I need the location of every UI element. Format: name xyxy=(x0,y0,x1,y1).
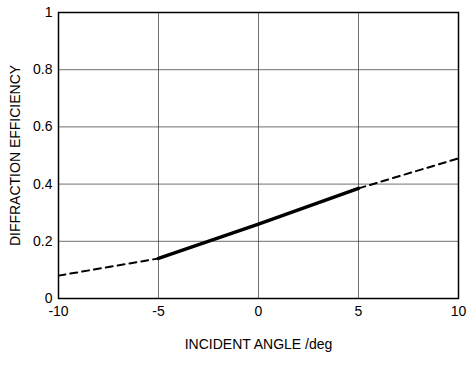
svg-text:INCIDENT ANGLE /deg: INCIDENT ANGLE /deg xyxy=(185,336,333,352)
svg-text:DIFFRACTION EFFICIENCY: DIFFRACTION EFFICIENCY xyxy=(7,64,23,246)
svg-text:-10: -10 xyxy=(48,303,68,319)
svg-text:0: 0 xyxy=(44,290,53,306)
svg-text:1: 1 xyxy=(45,4,53,20)
svg-text:0: 0 xyxy=(255,303,263,319)
svg-text:0.8: 0.8 xyxy=(33,61,53,77)
svg-text:5: 5 xyxy=(355,303,363,319)
svg-text:0.6: 0.6 xyxy=(33,118,53,134)
svg-text:-5: -5 xyxy=(152,303,165,319)
svg-text:0.2: 0.2 xyxy=(33,233,53,249)
svg-text:10: 10 xyxy=(451,303,467,319)
svg-text:0.4: 0.4 xyxy=(33,176,53,192)
